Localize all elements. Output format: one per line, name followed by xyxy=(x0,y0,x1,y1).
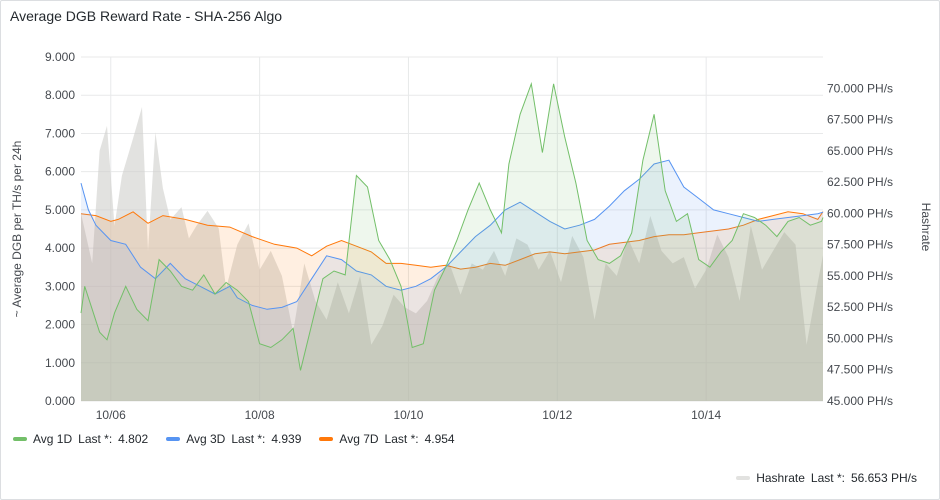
legend-series-name: Avg 1D xyxy=(33,432,73,446)
y2-tick-label: 55.000 PH/s xyxy=(827,269,893,283)
legend-item-hashrate[interactable]: Hashrate Last *: 56.653 PH/s xyxy=(736,471,917,485)
series-area xyxy=(81,211,823,401)
legend-item-avg-1d[interactable]: Avg 1D Last *: 4.802 xyxy=(13,432,148,446)
series-hashrate xyxy=(81,107,823,401)
y-tick-label: 8.000 xyxy=(45,88,75,102)
y-tick-label: 1.000 xyxy=(45,356,75,370)
legend-swatch xyxy=(319,437,334,441)
y2-tick-label: 60.000 PH/s xyxy=(827,206,893,220)
x-tick-label: 10/08 xyxy=(245,408,275,422)
y2-tick-label: 70.000 PH/s xyxy=(827,81,893,95)
y-axis-title: ~ Average DGB per TH/s per 24h xyxy=(10,141,24,318)
y2-tick-label: 67.500 PH/s xyxy=(827,113,893,127)
legend-swatch xyxy=(736,476,751,480)
panel-title: Average DGB Reward Rate - SHA-256 Algo xyxy=(10,8,283,24)
axes: 0.000 1.000 2.000 3.000 4.000 5.000 6.000 7.000… xyxy=(45,50,893,422)
x-tick-label: 10/06 xyxy=(96,408,126,422)
series-avg-1d xyxy=(80,81,824,402)
legend-stat-label: Last *: xyxy=(78,432,113,446)
x-tick-label: 10/14 xyxy=(691,408,721,422)
y-tick-label: 4.000 xyxy=(45,241,75,255)
y2-axis-title: Hashrate xyxy=(919,203,933,252)
y2-tick-label: 50.000 PH/s xyxy=(827,331,893,345)
y-tick-label: 7.000 xyxy=(45,126,75,140)
legend-series-name: Avg 7D xyxy=(339,432,379,446)
series-avg-7d xyxy=(80,211,824,401)
y2-tick-label: 45.000 PH/s xyxy=(827,394,893,408)
chart-canvas: 0.000 1.000 2.000 3.000 4.000 5.000 6.000 7.000… xyxy=(10,50,933,422)
x-tick-label: 10/10 xyxy=(393,408,423,422)
series-area xyxy=(81,160,823,401)
legend-swatch xyxy=(13,437,27,441)
legend-stat-label: Last *: xyxy=(231,432,266,446)
legend: Avg 1D Last *: 4.802 Avg 3D Last *: 4.93… xyxy=(13,432,455,446)
legend-stat-value: 56.653 PH/s xyxy=(850,471,917,485)
legend-item-avg-3d[interactable]: Avg 3D Last *: 4.939 xyxy=(166,432,301,446)
y-tick-label: 0.000 xyxy=(45,394,75,408)
legend-stat-label: Last *: xyxy=(810,471,845,485)
series-area xyxy=(81,83,823,402)
legend-series-name: Avg 3D xyxy=(186,432,226,446)
series-area xyxy=(81,107,823,401)
x-tick-label: 10/12 xyxy=(542,408,572,422)
y2-tick-label: 47.500 PH/s xyxy=(827,363,893,377)
y-tick-label: 5.000 xyxy=(45,203,75,217)
series-line xyxy=(80,211,824,270)
y-tick-label: 6.000 xyxy=(45,165,75,179)
y2-tick-label: 57.500 PH/s xyxy=(827,238,893,252)
legend-item-avg-7d[interactable]: Avg 7D Last *: 4.954 xyxy=(319,432,455,446)
legend-stat-label: Last *: xyxy=(384,432,419,446)
legend-swatch xyxy=(166,437,181,441)
legend-stat-value: 4.939 xyxy=(271,432,302,446)
y-tick-label: 3.000 xyxy=(45,279,75,293)
y-tick-label: 2.000 xyxy=(45,318,75,332)
y2-tick-label: 65.000 PH/s xyxy=(827,144,893,158)
y-tick-label: 9.000 xyxy=(45,50,75,64)
legend-stat-value: 4.802 xyxy=(118,432,149,446)
series-line xyxy=(80,81,824,371)
y2-tick-label: 62.500 PH/s xyxy=(827,175,893,189)
legend-series-name: Hashrate xyxy=(756,471,805,485)
y2-tick-label: 52.500 PH/s xyxy=(827,300,893,314)
series-layer xyxy=(80,81,824,402)
legend-stat-value: 4.954 xyxy=(424,432,455,446)
